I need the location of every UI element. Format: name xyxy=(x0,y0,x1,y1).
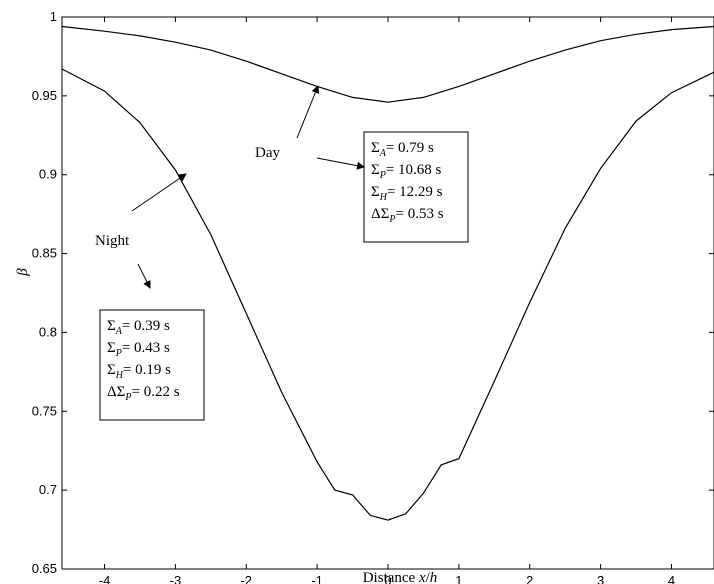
y-axis-ticks: 0.65 0.7 0.75 0.8 0.85 0.9 0.95 1 xyxy=(32,9,714,576)
x-tick-label: 4 xyxy=(668,573,675,584)
plot-area xyxy=(61,16,714,570)
x-tick-label: -3 xyxy=(170,573,182,584)
day-arrow-up xyxy=(296,85,320,139)
night-stat-line: ΣH= 0.19 s xyxy=(107,362,171,381)
night-arrow-up xyxy=(131,173,187,212)
night-stat-line: ΣP= 0.43 s xyxy=(107,340,170,359)
x-axis-label-h: h xyxy=(430,570,438,584)
x-axis-ticks: -4 -3 -2 -1 0 1 2 3 4 xyxy=(99,17,675,584)
night-stat-line: ΔΣP= 0.22 s xyxy=(107,384,180,403)
day-stat-line: ΣA= 0.79 s xyxy=(371,140,434,159)
night-stat-line: ΣA= 0.39 s xyxy=(107,318,170,337)
y-tick-label: 0.9 xyxy=(39,167,57,182)
y-tick-label: 0.85 xyxy=(32,246,57,261)
y-tick-label: 1 xyxy=(50,9,57,24)
night-stats-box: ΣA= 0.39 s ΣP= 0.43 s ΣH= 0.19 s ΔΣP= 0.22 … xyxy=(99,309,205,421)
series-layer xyxy=(61,25,714,521)
day-arrow-right xyxy=(316,157,365,170)
night-label: Night xyxy=(95,233,130,249)
day-stat-line: ΣP= 10.68 s xyxy=(371,162,442,181)
x-tick-label: 1 xyxy=(455,573,462,584)
day-stat-line: ΣH= 12.29 s xyxy=(371,184,443,203)
x-tick-label: 2 xyxy=(526,573,533,584)
y-tick-label: 0.8 xyxy=(39,324,57,339)
day-stat-line: ΔΣP= 0.53 s xyxy=(371,206,444,225)
x-tick-label: 0 xyxy=(384,573,391,584)
y-tick-label: 0.65 xyxy=(32,561,57,576)
y-tick-label: 0.95 xyxy=(32,88,57,103)
x-axis-label-word: Distance xyxy=(363,570,419,584)
day-box-frame xyxy=(363,131,469,243)
x-axis-label-x: x xyxy=(418,570,426,584)
day-stats-box: ΣA= 0.79 s ΣP= 10.68 s ΣH= 12.29 s ΔΣP= 0.5… xyxy=(363,131,469,243)
y-tick-label: 0.7 xyxy=(39,482,57,497)
x-tick-label: -2 xyxy=(240,573,252,584)
night-arrow-down xyxy=(137,263,151,289)
day-label: Day xyxy=(255,145,280,161)
x-axis-label: Distance x/h xyxy=(363,570,438,584)
x-tick-label: -1 xyxy=(311,573,323,584)
x-axis-label-slash: / xyxy=(426,570,431,584)
series-line-night xyxy=(61,68,714,521)
y-tick-label: 0.75 xyxy=(32,403,57,418)
x-tick-label: 3 xyxy=(597,573,604,584)
series-line-day xyxy=(61,25,714,103)
y-axis-label: β xyxy=(15,268,31,277)
night-box-frame xyxy=(99,309,205,421)
x-tick-label: -4 xyxy=(99,573,111,584)
